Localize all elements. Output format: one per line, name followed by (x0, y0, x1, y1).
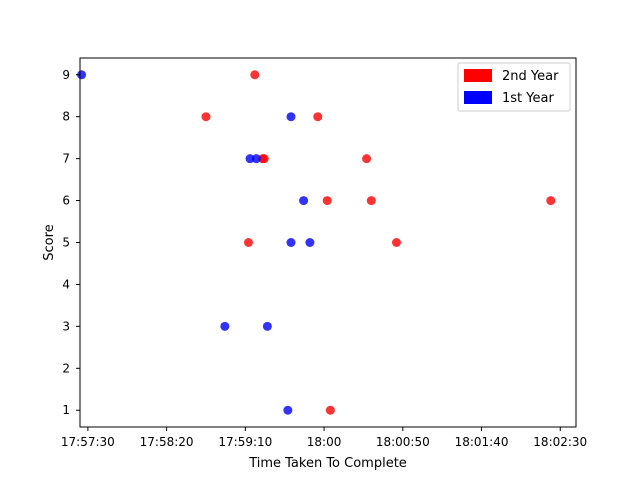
x-tick-label-5: 18:01:40 (455, 435, 509, 449)
point-first-year-3 (220, 321, 230, 331)
point-first-year-0 (77, 70, 87, 80)
x-tick-label-4: 18:00:50 (376, 435, 430, 449)
x-tick-label-1: 17:58:20 (140, 435, 194, 449)
legend-label-0: 2nd Year (502, 69, 559, 84)
point-second-year-5 (313, 112, 323, 122)
legend-label-1: 1st Year (502, 91, 554, 106)
point-second-year-7 (325, 405, 335, 415)
point-second-year-2 (243, 238, 253, 247)
y-tick-label-0: 1 (62, 403, 70, 417)
legend: 2nd Year 1st Year (457, 62, 571, 112)
y-tick-label-8: 9 (62, 68, 70, 82)
point-second-year-9 (366, 196, 376, 206)
x-axis-title: Time Taken To Complete (248, 456, 407, 471)
point-first-year-8 (305, 238, 315, 247)
point-second-year-11 (546, 196, 556, 206)
point-first-year-1 (245, 154, 255, 164)
point-second-year-10 (391, 238, 401, 247)
axes: 17:57:30 17:58:20 17:59:10 18:00 18:00:50 18:… (61, 57, 587, 449)
point-second-year-4 (259, 154, 269, 164)
y-tick-label-1: 2 (62, 361, 70, 375)
point-second-year-1 (250, 70, 260, 80)
y-tick-label-6: 7 (62, 152, 70, 166)
x-tick-label-2: 17:59:10 (218, 435, 272, 449)
point-first-year-6 (286, 238, 296, 247)
point-first-year-7 (299, 196, 309, 206)
x-tick-label-6: 18:02:30 (533, 435, 587, 449)
legend-swatch-0 (464, 69, 492, 82)
x-tick-label-3: 18:00 (307, 435, 342, 449)
point-first-year-2 (251, 154, 261, 164)
point-first-year-4 (262, 321, 272, 331)
point-second-year-6 (322, 196, 332, 206)
point-first-year-9 (283, 405, 293, 415)
plot-area (77, 70, 556, 415)
y-axis-title: Score (42, 224, 57, 260)
y-tick-label-7: 8 (62, 110, 70, 124)
point-first-year-5 (286, 112, 296, 122)
point-second-year-0 (201, 112, 211, 122)
legend-swatch-1 (464, 91, 492, 104)
x-tick-label-0: 17:57:30 (61, 435, 115, 449)
y-tick-label-2: 3 (62, 319, 70, 333)
y-tick-label-3: 4 (62, 277, 70, 291)
plot-frame (79, 57, 577, 428)
point-second-year-8 (362, 154, 372, 164)
y-tick-label-5: 6 (62, 194, 70, 208)
y-tick-label-4: 5 (62, 236, 70, 250)
